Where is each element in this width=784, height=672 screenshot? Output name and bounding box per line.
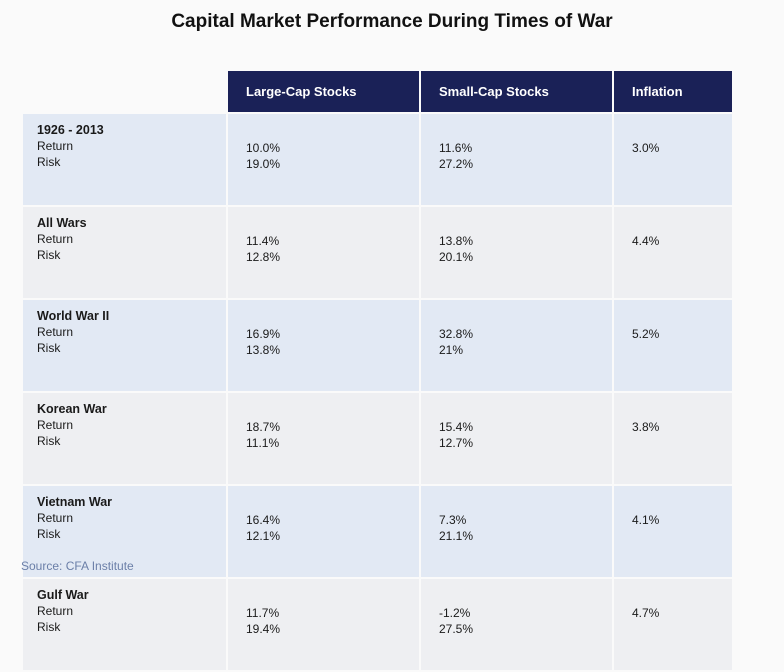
small-cap-cell: 32.8% 21% (421, 300, 612, 391)
table-row: 1926 - 2013 Return Risk 10.0% 19.0% 11.6% 27.2… (23, 114, 732, 205)
header-corner (23, 71, 226, 112)
small-cap-cell: 15.4% 12.7% (421, 393, 612, 484)
large-cap-return: 16.4% (246, 513, 281, 527)
period-label: 1926 - 2013 (37, 123, 104, 137)
header-small-cap: Small-Cap Stocks (421, 71, 612, 112)
large-cap-return: 18.7% (246, 420, 281, 434)
large-cap-cell: 16.4% 12.1% (228, 486, 419, 577)
inflation-value: 4.7% (632, 606, 660, 620)
small-cap-cell: 7.3% 21.1% (421, 486, 612, 577)
inflation-value: 4.4% (632, 234, 660, 248)
small-cap-return: 32.8% (439, 327, 474, 341)
header-inflation: Inflation (614, 71, 732, 112)
row-label-cell: World War II Return Risk (23, 300, 226, 391)
small-cap-cell: -1.2% 27.5% (421, 579, 612, 670)
large-cap-risk: 19.0% (246, 157, 281, 171)
inflation-value: 5.2% (632, 327, 660, 341)
small-cap-return: 15.4% (439, 420, 474, 434)
performance-table: Large-Cap Stocks Small-Cap Stocks Inflat… (21, 69, 734, 672)
large-cap-return: 16.9% (246, 327, 281, 341)
chart-title: Capital Market Performance During Times … (171, 11, 613, 32)
row-label-cell: All Wars Return Risk (23, 207, 226, 298)
inflation-cell: 5.2% (614, 300, 732, 391)
large-cap-risk: 11.1% (246, 436, 280, 450)
header-row: Large-Cap Stocks Small-Cap Stocks Inflat… (23, 71, 732, 112)
risk-label: Risk (37, 248, 61, 262)
risk-label: Risk (37, 155, 61, 169)
period-label: Gulf War (37, 588, 89, 602)
table-row: World War II Return Risk 16.9% 13.8% 32.8% 21%… (23, 300, 732, 391)
header-large-cap: Large-Cap Stocks (228, 71, 419, 112)
inflation-cell: 4.1% (614, 486, 732, 577)
period-label: Korean War (37, 402, 107, 416)
table-row: Vietnam War Return Risk 16.4% 12.1% 7.3% 21.1%… (23, 486, 732, 577)
small-cap-risk: 27.5% (439, 622, 474, 636)
return-label: Return (37, 325, 74, 339)
small-cap-return: -1.2% (439, 606, 471, 620)
large-cap-risk: 13.8% (246, 343, 281, 357)
row-label-cell: Korean War Return Risk (23, 393, 226, 484)
small-cap-risk: 12.7% (439, 436, 474, 450)
period-label: Vietnam War (37, 495, 113, 509)
source-note: Source: CFA Institute (21, 559, 134, 573)
small-cap-return: 11.6% (439, 141, 473, 155)
return-label: Return (37, 232, 74, 246)
row-label-cell: Vietnam War Return Risk (23, 486, 226, 577)
large-cap-risk: 19.4% (246, 622, 281, 636)
table-row: Gulf War Return Risk 11.7% 19.4% -1.2% 27.5% 4.… (23, 579, 732, 670)
table-row: Korean War Return Risk 18.7% 11.1% 15.4% 12.7%… (23, 393, 732, 484)
small-cap-risk: 21% (439, 343, 464, 357)
risk-label: Risk (37, 527, 61, 541)
return-label: Return (37, 604, 74, 618)
small-cap-risk: 21.1% (439, 529, 474, 543)
return-label: Return (37, 418, 74, 432)
large-cap-risk: 12.8% (246, 250, 281, 264)
inflation-value: 3.0% (632, 141, 660, 155)
large-cap-cell: 16.9% 13.8% (228, 300, 419, 391)
period-label: World War II (37, 309, 110, 323)
risk-label: Risk (37, 620, 61, 634)
inflation-value: 3.8% (632, 420, 660, 434)
table-body: 1926 - 2013 Return Risk 10.0% 19.0% 11.6% 27.2… (23, 114, 732, 670)
large-cap-risk: 12.1% (246, 529, 281, 543)
row-label-cell: Gulf War Return Risk (23, 579, 226, 670)
small-cap-return: 7.3% (439, 513, 467, 527)
inflation-cell: 3.8% (614, 393, 732, 484)
large-cap-cell: 18.7% 11.1% (228, 393, 419, 484)
small-cap-cell: 13.8% 20.1% (421, 207, 612, 298)
inflation-cell: 4.7% (614, 579, 732, 670)
inflation-cell: 4.4% (614, 207, 732, 298)
large-cap-cell: 11.4% 12.8% (228, 207, 419, 298)
large-cap-return: 10.0% (246, 141, 281, 155)
small-cap-return: 13.8% (439, 234, 474, 248)
inflation-cell: 3.0% (614, 114, 732, 205)
small-cap-risk: 27.2% (439, 157, 474, 171)
large-cap-return: 11.7% (246, 606, 280, 620)
risk-label: Risk (37, 434, 61, 448)
period-label: All Wars (37, 216, 87, 230)
inflation-value: 4.1% (632, 513, 660, 527)
risk-label: Risk (37, 341, 61, 355)
large-cap-cell: 11.7% 19.4% (228, 579, 419, 670)
large-cap-return: 11.4% (246, 234, 280, 248)
small-cap-risk: 20.1% (439, 250, 474, 264)
return-label: Return (37, 139, 74, 153)
table-row: All Wars Return Risk 11.4% 12.8% 13.8% 20.1% 4.… (23, 207, 732, 298)
return-label: Return (37, 511, 74, 525)
large-cap-cell: 10.0% 19.0% (228, 114, 419, 205)
row-label-cell: 1926 - 2013 Return Risk (23, 114, 226, 205)
small-cap-cell: 11.6% 27.2% (421, 114, 612, 205)
